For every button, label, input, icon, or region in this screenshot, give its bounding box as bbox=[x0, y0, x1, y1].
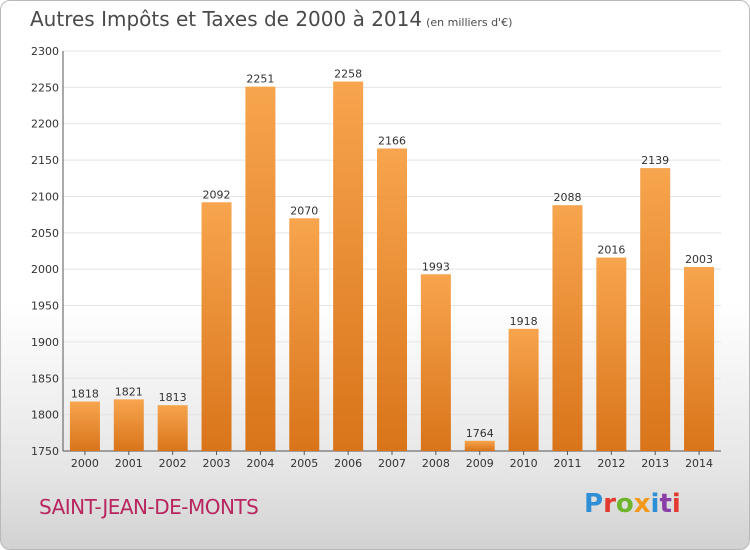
y-tick-label: 1950 bbox=[31, 300, 59, 313]
y-tick-label: 2150 bbox=[31, 154, 59, 167]
bars bbox=[69, 81, 715, 452]
value-label-2013: 2139 bbox=[641, 154, 669, 167]
x-tick-label-2006: 2006 bbox=[334, 457, 362, 470]
bar-2002 bbox=[157, 405, 188, 451]
bar-2005 bbox=[289, 218, 320, 451]
x-tick-label-2007: 2007 bbox=[378, 457, 406, 470]
value-label-2000: 1818 bbox=[71, 388, 99, 401]
bar-2011 bbox=[552, 205, 583, 451]
value-label-2007: 2166 bbox=[378, 134, 406, 147]
x-tick-label-2012: 2012 bbox=[597, 457, 625, 470]
logo-letter: r bbox=[603, 489, 616, 519]
value-label-2011: 2088 bbox=[553, 191, 581, 204]
value-label-2004: 2251 bbox=[246, 73, 274, 86]
value-label-2008: 1993 bbox=[422, 260, 450, 273]
y-tick-label: 2250 bbox=[31, 81, 59, 94]
logo-letter: P bbox=[584, 489, 604, 519]
y-tick-label: 2000 bbox=[31, 263, 59, 276]
x-tick-label-2005: 2005 bbox=[290, 457, 318, 470]
city-name: SAINT-JEAN-DE-MONTS bbox=[39, 495, 259, 519]
x-tick-label-2009: 2009 bbox=[466, 457, 494, 470]
x-tick-label-2010: 2010 bbox=[510, 457, 538, 470]
bar-2008 bbox=[420, 274, 451, 451]
bar-2009 bbox=[464, 440, 495, 451]
x-tick-label-2011: 2011 bbox=[553, 457, 581, 470]
bar-2000 bbox=[69, 401, 100, 451]
x-tick-label-2008: 2008 bbox=[422, 457, 450, 470]
chart-title-text: Autres Impôts et Taxes de 2000 à 2014 bbox=[30, 7, 423, 31]
x-tick-label-2013: 2013 bbox=[641, 457, 669, 470]
y-tick-label: 1750 bbox=[31, 445, 59, 458]
chart-subtitle: (en milliers d'€) bbox=[426, 16, 513, 29]
x-tick-label-2002: 2002 bbox=[159, 457, 187, 470]
logo-letter: t bbox=[659, 489, 672, 519]
value-label-2005: 2070 bbox=[290, 204, 318, 217]
value-label-2010: 1918 bbox=[510, 315, 538, 328]
bar-2006 bbox=[333, 81, 364, 451]
bar-2014 bbox=[684, 267, 715, 451]
logo-letter: x bbox=[633, 489, 651, 519]
logo-letter: o bbox=[615, 489, 634, 519]
y-tick-label: 2200 bbox=[31, 118, 59, 131]
value-label-2002: 1813 bbox=[159, 391, 187, 404]
bar-2007 bbox=[377, 148, 407, 452]
y-tick-label: 2300 bbox=[31, 45, 59, 58]
value-label-2006: 2258 bbox=[334, 68, 362, 81]
value-label-2009: 1764 bbox=[466, 427, 494, 440]
bar-2001 bbox=[113, 399, 144, 451]
bar-2010 bbox=[508, 328, 539, 451]
bar-2004 bbox=[245, 86, 276, 452]
x-tick-label-2001: 2001 bbox=[115, 457, 143, 470]
proxiti-logo[interactable]: Proxiti bbox=[584, 489, 681, 519]
value-label-2001: 1821 bbox=[115, 385, 143, 398]
bar-2012 bbox=[596, 257, 627, 451]
y-tick-label: 1900 bbox=[31, 336, 59, 349]
bar-2013 bbox=[640, 168, 671, 451]
x-tick-label-2000: 2000 bbox=[71, 457, 99, 470]
y-tick-label: 2050 bbox=[31, 227, 59, 240]
chart-title: Autres Impôts et Taxes de 2000 à 2014 (en… bbox=[30, 7, 512, 31]
x-tick-label-2014: 2014 bbox=[685, 457, 713, 470]
value-labels: 1818 1821 1813 2092 2251 2070 2258 2166 1993 1764… bbox=[71, 68, 713, 440]
y-tick-label: 2100 bbox=[31, 190, 59, 203]
value-label-2014: 2003 bbox=[685, 253, 713, 266]
bar-2003 bbox=[201, 202, 232, 451]
logo-letter: i bbox=[650, 489, 660, 519]
logo-letter: i bbox=[671, 489, 681, 519]
y-tick-label: 1850 bbox=[31, 372, 59, 385]
x-tick-label-2003: 2003 bbox=[203, 457, 231, 470]
value-label-2012: 2016 bbox=[597, 244, 625, 257]
y-tick-label: 1800 bbox=[31, 409, 59, 422]
value-label-2003: 2092 bbox=[203, 188, 231, 201]
x-tick-label-2004: 2004 bbox=[246, 457, 274, 470]
